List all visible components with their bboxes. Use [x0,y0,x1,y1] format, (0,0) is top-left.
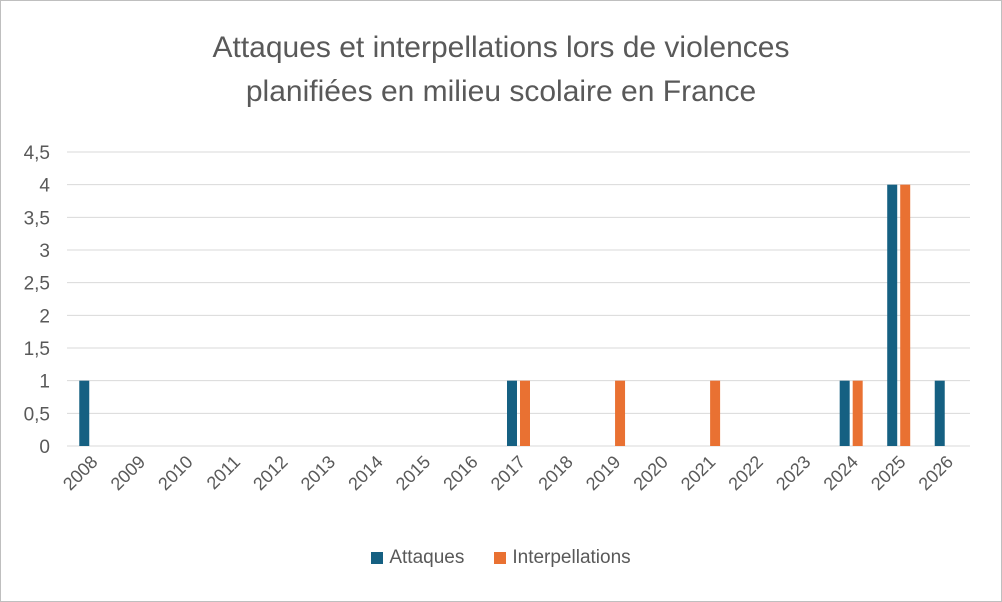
x-tick-label: 2013 [297,452,339,494]
legend-item-attaques: Attaques [371,547,464,569]
x-tick-label: 2023 [772,452,814,494]
y-tick-label: 2 [39,306,50,327]
bar-interpellations-2019 [615,380,626,446]
chart-legend: Attaques Interpellations [0,547,1002,569]
x-tick-label: 2021 [677,452,719,494]
x-tick-label: 2008 [59,452,101,494]
bar-interpellations-2017 [520,380,530,446]
x-tick-label: 2009 [107,452,149,494]
x-tick-label: 2016 [439,452,481,494]
y-tick-label: 1 [39,372,50,393]
x-tick-label: 2024 [820,452,862,494]
x-tick-label: 2025 [867,452,909,494]
y-tick-label: 4 [39,176,50,197]
legend-swatch-interpellations [494,552,507,564]
x-tick-label: 2015 [392,452,434,494]
y-tick-label: 3 [39,241,50,262]
bar-attaques-2025 [887,184,898,446]
chart-title-line-2: planifiées en milieu scolaire en France [245,75,757,108]
bar-interpellations-2021 [710,380,721,446]
y-tick-label: 1,5 [24,339,50,360]
bar-attaques-2026 [934,380,945,446]
x-tick-label: 2018 [534,452,576,494]
x-tick-label: 2022 [725,452,767,494]
y-tick-label: 0 [39,437,50,458]
y-tick-label: 3,5 [24,208,50,229]
legend-label-interpellations: Interpellations [512,547,631,568]
bar-attaques-2008 [79,380,90,446]
x-tick-label: 2011 [203,452,245,494]
y-tick-label: 4,5 [24,143,50,164]
x-tick-label: 2012 [249,452,291,494]
y-tick-label: 2,5 [24,274,50,295]
chart-title-line-1: Attaques et interpellations lors de viol… [212,31,790,64]
x-tick-label: 2019 [582,452,624,494]
bar-attaques-2017 [507,380,517,446]
y-tick-label: 0,5 [24,404,50,425]
x-tick-label: 2014 [344,452,386,494]
x-tick-label: 2020 [629,452,671,494]
chart-title: Attaques et interpellations lors de viol… [0,26,1002,114]
bar-interpellations-2025 [900,184,911,446]
bar-attaques-2024 [839,380,850,446]
x-tick-label: 2017 [487,452,529,494]
bar-interpellations-2024 [852,380,863,446]
legend-item-interpellations: Interpellations [494,547,631,569]
x-tick-label: 2026 [915,452,957,494]
legend-swatch-attaques [371,552,384,564]
x-tick-label: 2010 [154,452,196,494]
legend-label-attaques: Attaques [389,547,465,568]
